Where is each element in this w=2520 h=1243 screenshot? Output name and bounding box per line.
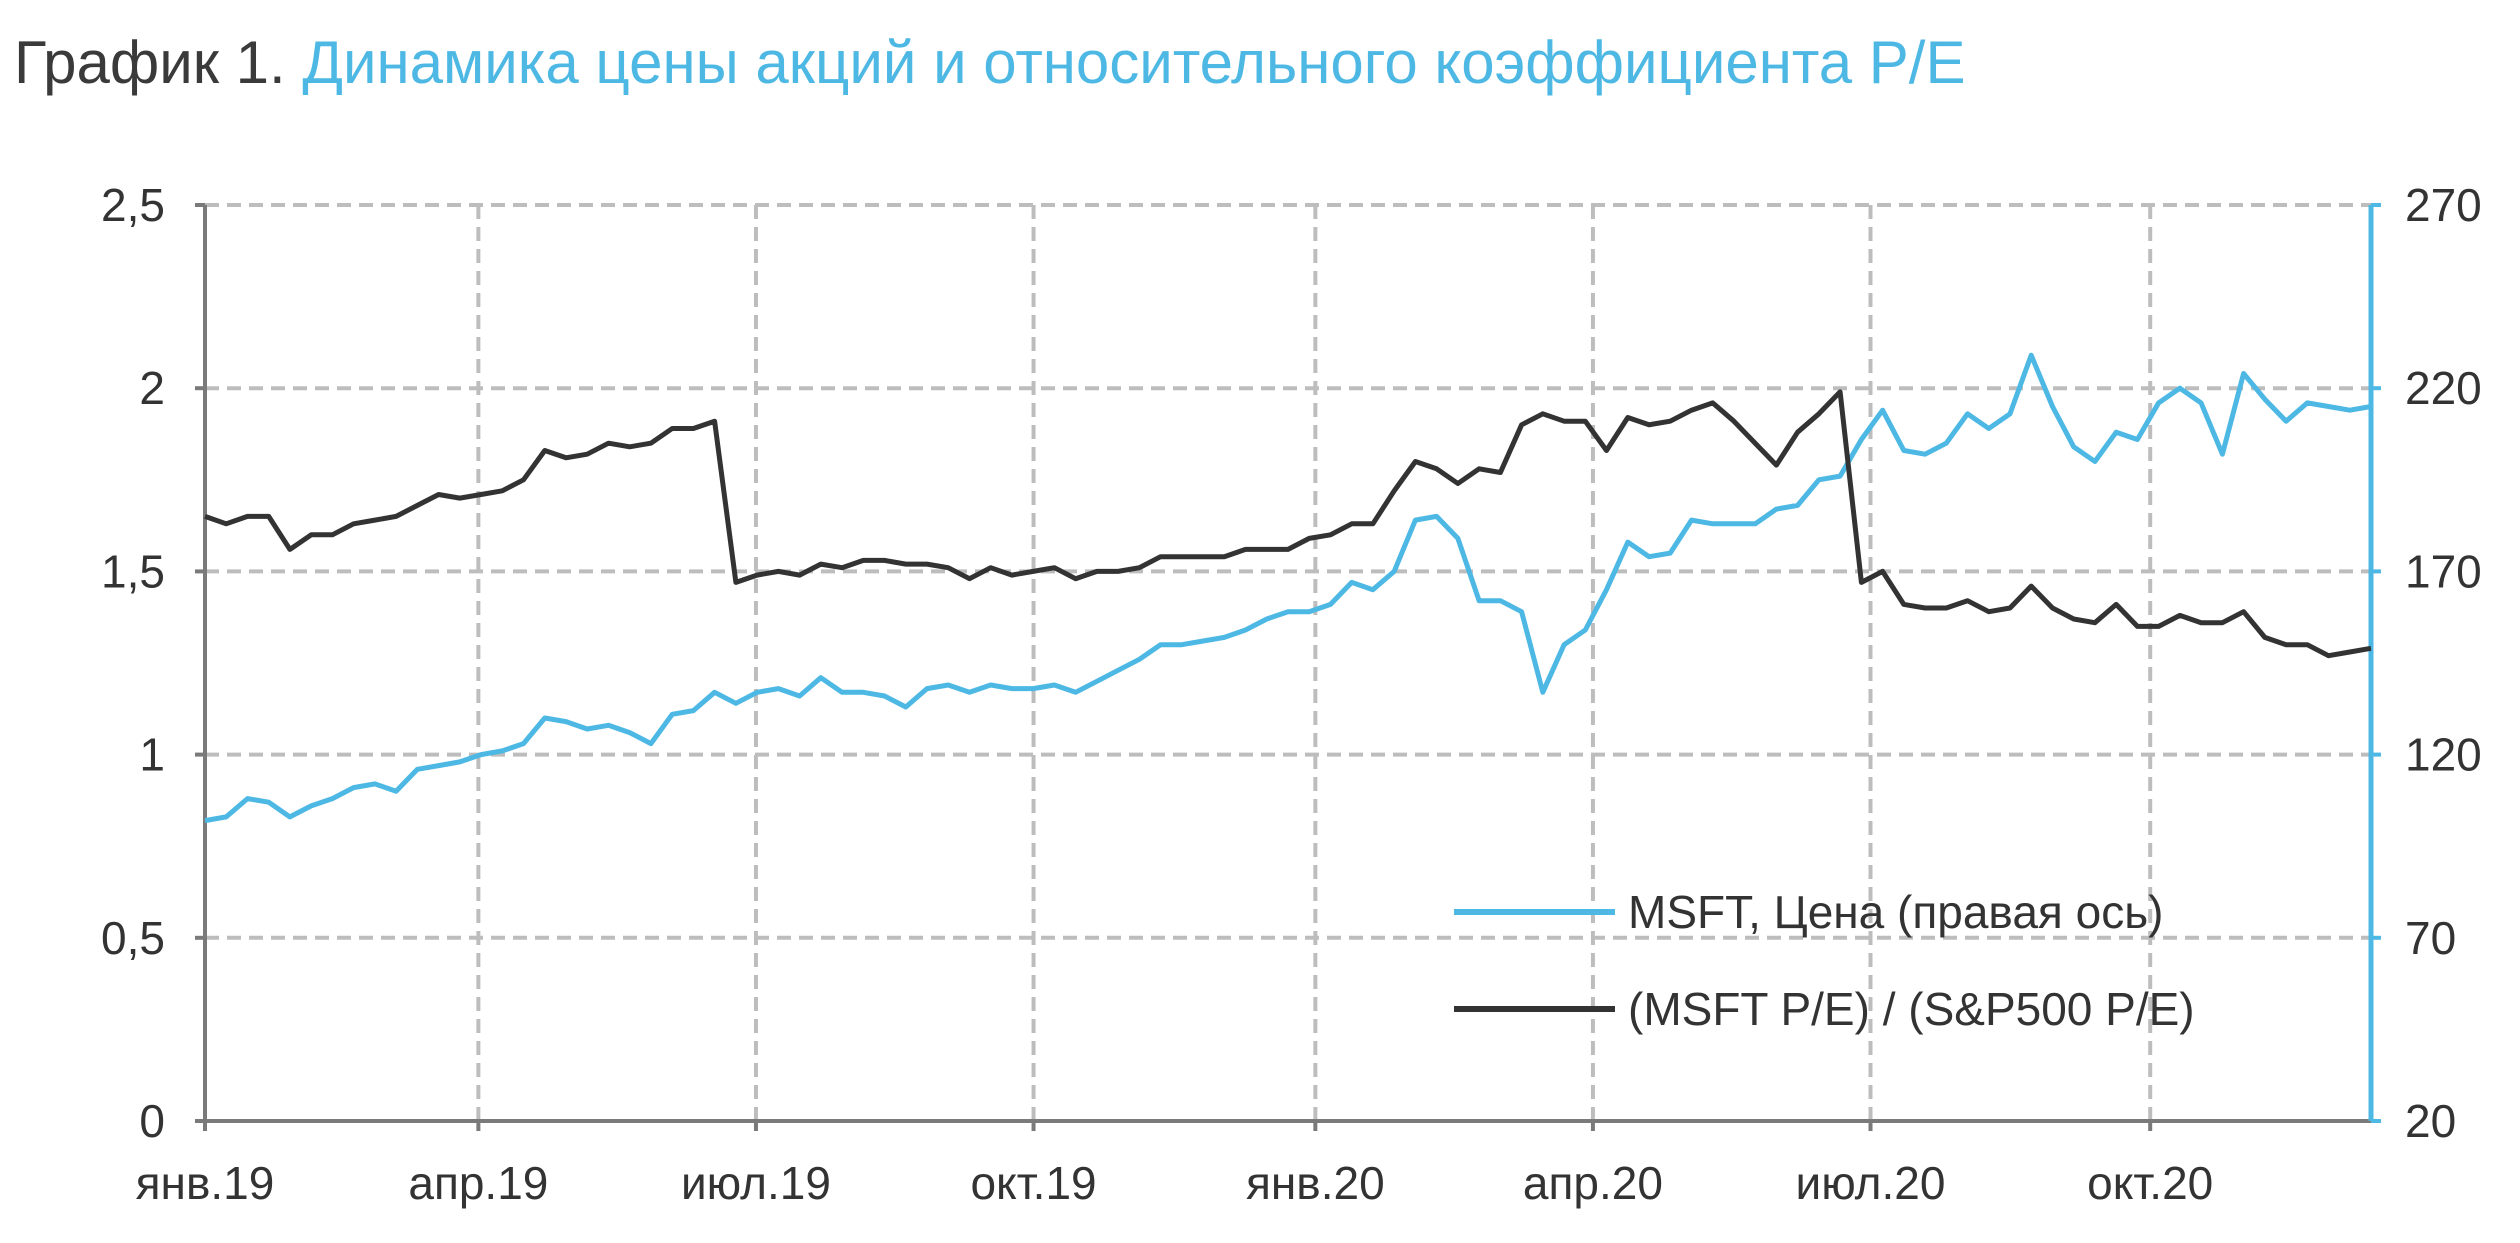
right-axis-tick-label: 20 bbox=[2405, 1095, 2456, 1147]
x-axis-tick-label: июл.19 bbox=[681, 1157, 831, 1209]
x-axis-tick-label: апр.19 bbox=[408, 1157, 548, 1209]
left-axis-tick-label: 2,5 bbox=[101, 179, 165, 231]
chart-title-prefix: График 1. bbox=[14, 29, 286, 96]
series-line-pe-ratio bbox=[204, 389, 2372, 659]
x-axis-tick-label: апр.20 bbox=[1523, 1157, 1663, 1209]
axes bbox=[195, 203, 2381, 1131]
right-axis-tick-label: 70 bbox=[2405, 912, 2456, 964]
grid bbox=[205, 203, 2371, 1121]
chart-title: График 1. Динамика цены акций и относите… bbox=[14, 28, 1965, 97]
left-axis-tick-label: 1 bbox=[139, 729, 165, 781]
series-layer bbox=[204, 352, 2372, 824]
right-axis-tick-label: 170 bbox=[2405, 545, 2482, 597]
x-axis-tick-label: янв.20 bbox=[1246, 1157, 1385, 1209]
legend-label: (MSFT P/E) / (S&P500 P/E) bbox=[1628, 983, 2195, 1035]
left-axis-tick-label: 1,5 bbox=[101, 545, 165, 597]
chart-title-main: Динамика цены акций и относительного коэ… bbox=[302, 29, 1966, 96]
right-axis-tick-label: 120 bbox=[2405, 729, 2482, 781]
x-axis-tick-label: июл.20 bbox=[1796, 1157, 1946, 1209]
right-axis-tick-label: 270 bbox=[2405, 179, 2482, 231]
x-axis-tick-label: окт.20 bbox=[2087, 1157, 2213, 1209]
x-axis-tick-label: окт.19 bbox=[970, 1157, 1096, 1209]
left-axis-tick-label: 2 bbox=[139, 362, 165, 414]
left-axis-tick-label: 0,5 bbox=[101, 912, 165, 964]
tick-labels: 0 20 0,5 70 1 120 1,5 170 2 220 2,5 270 янв.19 апр.19… bbox=[101, 179, 2482, 1209]
series-line-msft-price bbox=[204, 352, 2372, 824]
legend-label: MSFT, Цена (правая ось) bbox=[1628, 886, 2164, 938]
right-axis-tick-label: 220 bbox=[2405, 362, 2482, 414]
x-axis-tick-label: янв.19 bbox=[136, 1157, 275, 1209]
left-axis-tick-label: 0 bbox=[139, 1095, 165, 1147]
legend: MSFT, Цена (правая ось) (MSFT P/E) / (S&P… bbox=[1454, 886, 2195, 1035]
